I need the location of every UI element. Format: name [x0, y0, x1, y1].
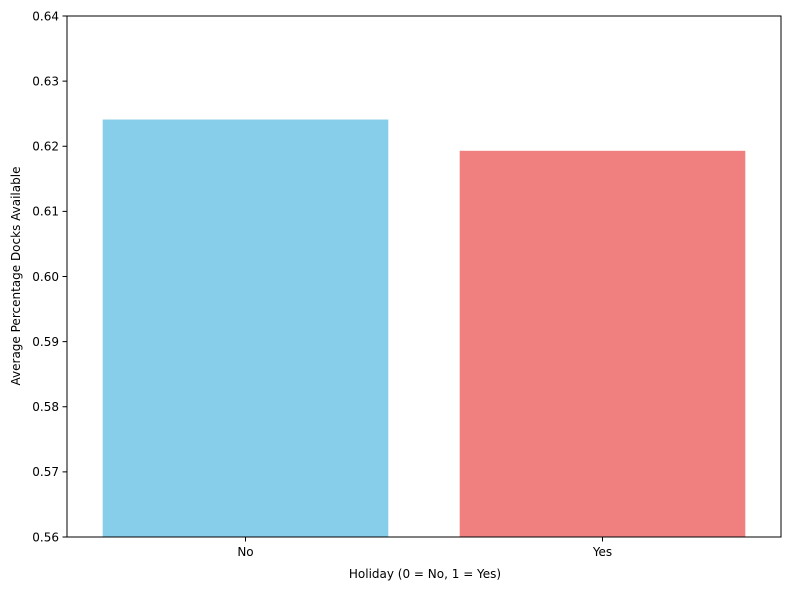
- plot-frame: [66, 15, 782, 538]
- y-tick-label: 0.57: [32, 465, 59, 479]
- plot-area: [66, 15, 782, 538]
- x-axis: No Yes: [237, 537, 612, 559]
- y-tick-label: 0.59: [32, 335, 59, 349]
- y-tick-label: 0.58: [32, 400, 59, 414]
- bar-yes: [459, 150, 746, 537]
- y-tick-label: 0.64: [32, 9, 59, 23]
- y-tick-label: 0.61: [32, 205, 59, 219]
- y-tick-label: 0.56: [32, 530, 59, 544]
- x-tick-label-yes: Yes: [592, 545, 612, 559]
- y-axis-title: Average Percentage Docks Available: [9, 167, 23, 386]
- y-tick-label: 0.63: [32, 74, 59, 88]
- bars: [102, 119, 746, 537]
- y-axis: 0.56 0.57 0.58 0.59 0.60 0.61 0.62 0.63 0.64: [32, 9, 67, 544]
- y-tick-label: 0.60: [32, 270, 59, 284]
- bar-no: [102, 119, 389, 537]
- y-tick-label: 0.62: [32, 140, 59, 154]
- x-tick-label-no: No: [237, 545, 253, 559]
- x-axis-title: Holiday (0 = No, 1 = Yes): [349, 567, 501, 581]
